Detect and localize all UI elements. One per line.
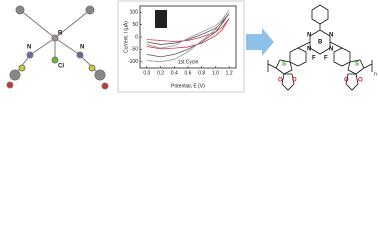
- y-tick-label: -100: [128, 59, 138, 65]
- x-tick-label: 0.4: [171, 70, 178, 76]
- y-tick-label: -50: [131, 47, 138, 53]
- atom-label: S: [355, 62, 359, 68]
- repeat-label: n: [374, 71, 377, 77]
- graphic: N N B Cl Potential, E (V) Current, I (μA…: [6, 0, 377, 93]
- atom-label: S: [282, 62, 286, 68]
- cv-curve: [146, 18, 230, 50]
- y-axis-label: Current, I (μA): [123, 21, 129, 53]
- atom-label: O: [358, 78, 363, 84]
- annotation: 1st Cycle: [178, 59, 199, 65]
- chemical-structure: [267, 4, 373, 91]
- atom-label: F: [324, 56, 328, 62]
- inset-photo: [155, 10, 167, 28]
- atom-label: N: [307, 33, 311, 39]
- atom-label: N: [27, 45, 31, 51]
- atom-label: N: [307, 47, 311, 53]
- x-tick-label: 0.6: [185, 70, 192, 76]
- atom-label: N: [329, 47, 333, 53]
- atom-label: O: [292, 78, 297, 84]
- x-tick-label: 0.0: [143, 70, 150, 76]
- x-tick-label: 0.8: [198, 70, 205, 76]
- atom-label: Cl: [58, 64, 64, 70]
- atom-label: B: [318, 40, 323, 46]
- atom-label: N: [80, 45, 84, 51]
- chart-frame: [117, 0, 245, 93]
- y-tick-label: 50: [132, 22, 138, 28]
- atom-label: B: [58, 31, 63, 37]
- crystal-structure: [6, 5, 109, 90]
- atom-label: F: [312, 56, 316, 62]
- atom-label: N: [329, 33, 333, 39]
- atom-label: O: [344, 78, 349, 84]
- x-tick-label: 1.0: [212, 70, 219, 76]
- arrow: [246, 28, 274, 56]
- cv-curve: [146, 9, 230, 63]
- x-tick-label: 0.2: [157, 70, 164, 76]
- y-tick-label: 0: [135, 34, 138, 40]
- y-tick-label: 100: [130, 10, 139, 16]
- x-tick-label: 1.2: [226, 70, 233, 76]
- cv-curve: [146, 13, 230, 58]
- atom-label: O: [278, 78, 283, 84]
- x-axis-label: Potential, E (V): [171, 83, 205, 89]
